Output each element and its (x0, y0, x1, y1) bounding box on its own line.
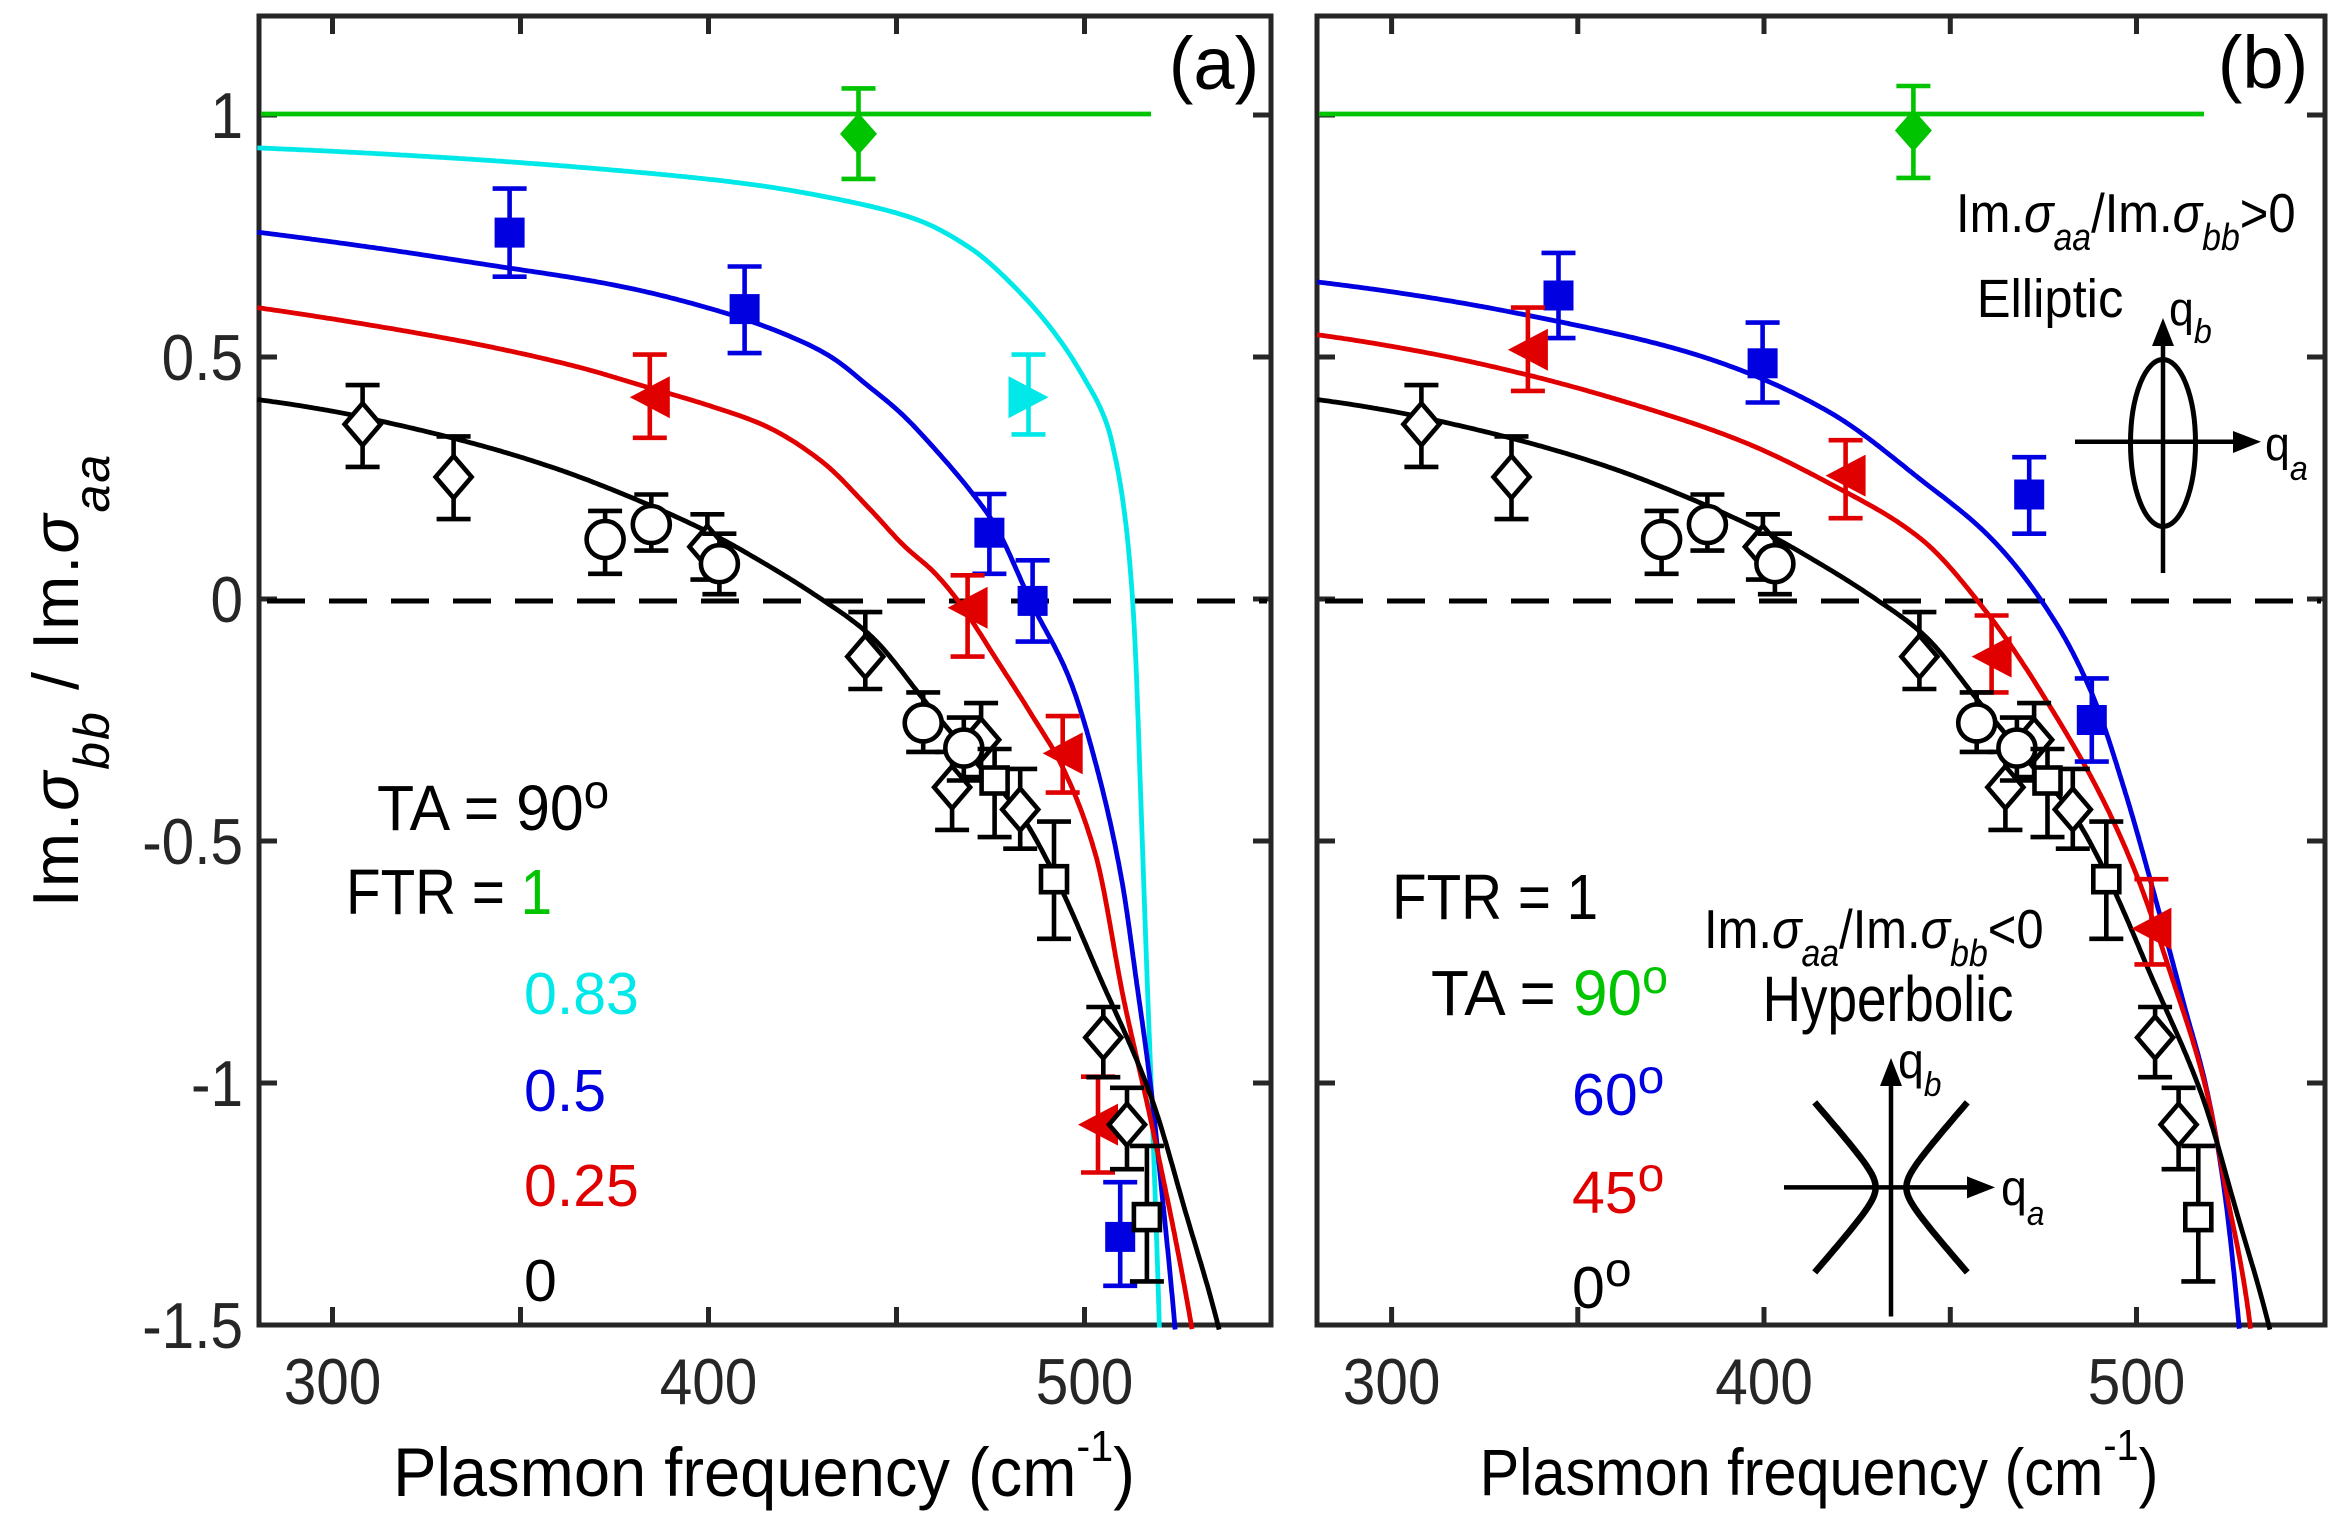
svg-text:-0.5: -0.5 (142, 806, 243, 879)
svg-text:0: 0 (524, 1248, 557, 1314)
svg-text:300: 300 (284, 1346, 382, 1419)
svg-text:0o: 0o (1572, 1244, 1632, 1321)
svg-text:500: 500 (1036, 1346, 1134, 1419)
svg-text:-1.5: -1.5 (142, 1290, 243, 1363)
svg-text:400: 400 (1715, 1346, 1813, 1419)
svg-text:1: 1 (210, 80, 243, 153)
svg-text:Plasmon frequency (cm-1): Plasmon frequency (cm-1) (393, 1422, 1135, 1512)
svg-text:TA = 90o: TA = 90o (1431, 950, 1668, 1029)
svg-text:TA = 90o: TA = 90o (377, 765, 609, 844)
svg-text:0: 0 (210, 564, 243, 637)
svg-text:500: 500 (2088, 1346, 2186, 1419)
svg-text:Hyperbolic: Hyperbolic (1763, 964, 2014, 1035)
svg-text:0.25: 0.25 (524, 1153, 639, 1219)
svg-text:0.5: 0.5 (162, 322, 243, 395)
svg-text:300: 300 (1343, 1346, 1441, 1419)
svg-text:0.83: 0.83 (524, 961, 639, 1027)
svg-text:400: 400 (660, 1346, 758, 1419)
svg-text:60o: 60o (1572, 1051, 1664, 1128)
svg-text:FTR = 1: FTR = 1 (346, 856, 552, 928)
svg-text:0.5: 0.5 (524, 1058, 606, 1124)
svg-text:FTR = 1: FTR = 1 (1392, 861, 1598, 933)
svg-text:(a): (a) (1169, 22, 1259, 105)
svg-text:-1: -1 (191, 1048, 243, 1121)
svg-text:Elliptic: Elliptic (1977, 270, 2124, 330)
svg-text:(b): (b) (2218, 21, 2308, 104)
